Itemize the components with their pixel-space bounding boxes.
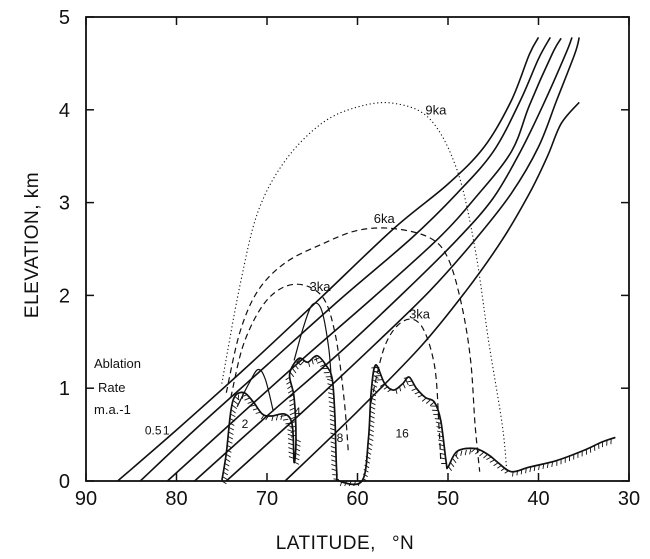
rate-label-1: 0.5 (145, 424, 162, 438)
x-tick-label-50: 50 (437, 488, 459, 510)
y-tick-label-2: 2 (59, 285, 70, 307)
x-tick-label-90: 90 (75, 488, 97, 510)
ground-hatching (221, 356, 612, 487)
ice-profiles (221, 102, 508, 472)
ice-profile-1 (221, 102, 508, 472)
legend-title-line-3: m.a.-1 (94, 402, 131, 417)
equilibrium-line-6 (284, 101, 580, 482)
y-tick-label-3: 3 (59, 193, 70, 215)
ice-profile-2 (225, 227, 481, 472)
equilibrium-line-4 (194, 37, 573, 482)
y-axis-title: ELEVATION, km (22, 172, 43, 318)
x-tick-label-70: 70 (256, 488, 278, 510)
equilibrium-line-2 (139, 37, 551, 482)
ice-profile-5 (236, 368, 274, 412)
rate-label-4: 4 (294, 405, 301, 419)
rate-label-6: 16 (396, 426, 410, 440)
x-axis-unit: °N (392, 533, 414, 554)
x-tick-label-40: 40 (527, 488, 549, 510)
ground-profile (220, 354, 616, 487)
ice-profile-4 (370, 318, 442, 463)
ground-line (220, 354, 616, 486)
x-tick-label-60: 60 (346, 488, 368, 510)
ice-profile-6 (293, 302, 332, 379)
rate-label-5: 8 (337, 431, 344, 445)
rate-label-2: 1 (163, 424, 170, 438)
y-tick-label-4: 4 (59, 100, 70, 122)
annotation-labels: 0.5 1 2 4 8 16 9ka 6ka 3ka 3ka (145, 102, 447, 445)
rate-label-3: 2 (242, 417, 249, 431)
profile-label-9: 3ka (310, 279, 332, 294)
x-tick-label-30: 30 (618, 488, 640, 510)
profile-label-10: 3ka (409, 307, 431, 322)
equilibrium-line-1 (117, 37, 540, 482)
axis-ticks: 90 80 70 60 50 40 30 0 1 2 3 4 5 (59, 7, 640, 510)
legend-title-line-1: Ablation (94, 356, 141, 371)
legend-title-line-2: Rate (98, 380, 125, 395)
y-tick-label-0: 0 (59, 471, 70, 493)
x-tick-label-80: 80 (165, 488, 187, 510)
x-axis-title: LATITUDE, °N (276, 533, 415, 554)
profile-label-7: 9ka (425, 102, 447, 117)
ice-profile-3 (230, 283, 349, 454)
x-axis-title-text: LATITUDE, (276, 533, 376, 554)
y-tick-label-1: 1 (59, 378, 70, 400)
equilibrium-line-5 (225, 37, 580, 482)
profile-label-8: 6ka (374, 211, 396, 226)
y-tick-label-5: 5 (59, 7, 70, 29)
